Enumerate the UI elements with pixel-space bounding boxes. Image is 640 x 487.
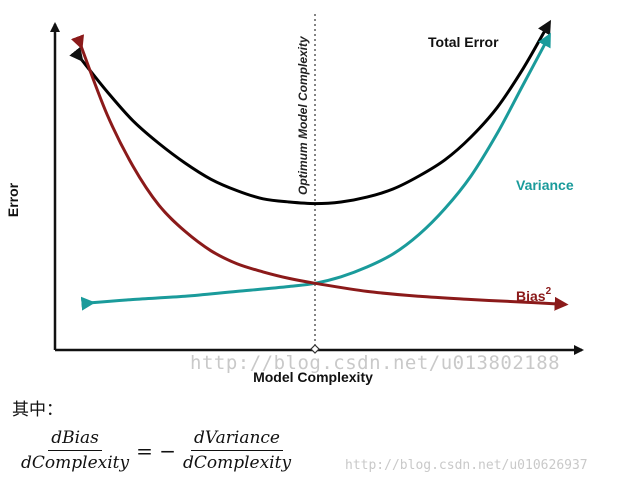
lhs-numerator: dBias: [48, 428, 102, 451]
derivative-equation: dBias dComplexity = − dVariance dComplex…: [18, 428, 294, 473]
bias-legend-superscript: 2: [546, 286, 552, 297]
watermark-bottom: http://blog.csdn.net/u010626937: [345, 458, 588, 473]
lhs-denominator: dComplexity: [21, 453, 130, 473]
optimum-marker: [310, 344, 320, 354]
rhs-fraction: dVariance dComplexity: [180, 428, 294, 473]
watermark-top: http://blog.csdn.net/u013802188: [190, 352, 561, 374]
rhs-denominator: dComplexity: [182, 453, 292, 473]
y-axis-label: Error: [5, 182, 21, 217]
rhs-numerator: dVariance: [191, 428, 283, 451]
optimum-label: Optimum Model Complexity: [296, 35, 310, 195]
bias-curve: [70, 34, 569, 311]
equation-operator: = −: [136, 438, 176, 463]
total-error-legend: Total Error: [428, 34, 499, 50]
bias-legend-text: Bias: [516, 288, 546, 304]
x-axis-label: Model Complexity: [253, 369, 373, 385]
bias-variance-chart: Optimum Model Complexity Error Model Com…: [5, 14, 584, 385]
variance-legend: Variance: [516, 177, 574, 193]
variance-curve: [80, 32, 551, 311]
bias-legend: Bias2: [516, 286, 552, 304]
lhs-fraction: dBias dComplexity: [18, 428, 132, 473]
note-label: 其中：: [12, 400, 63, 420]
